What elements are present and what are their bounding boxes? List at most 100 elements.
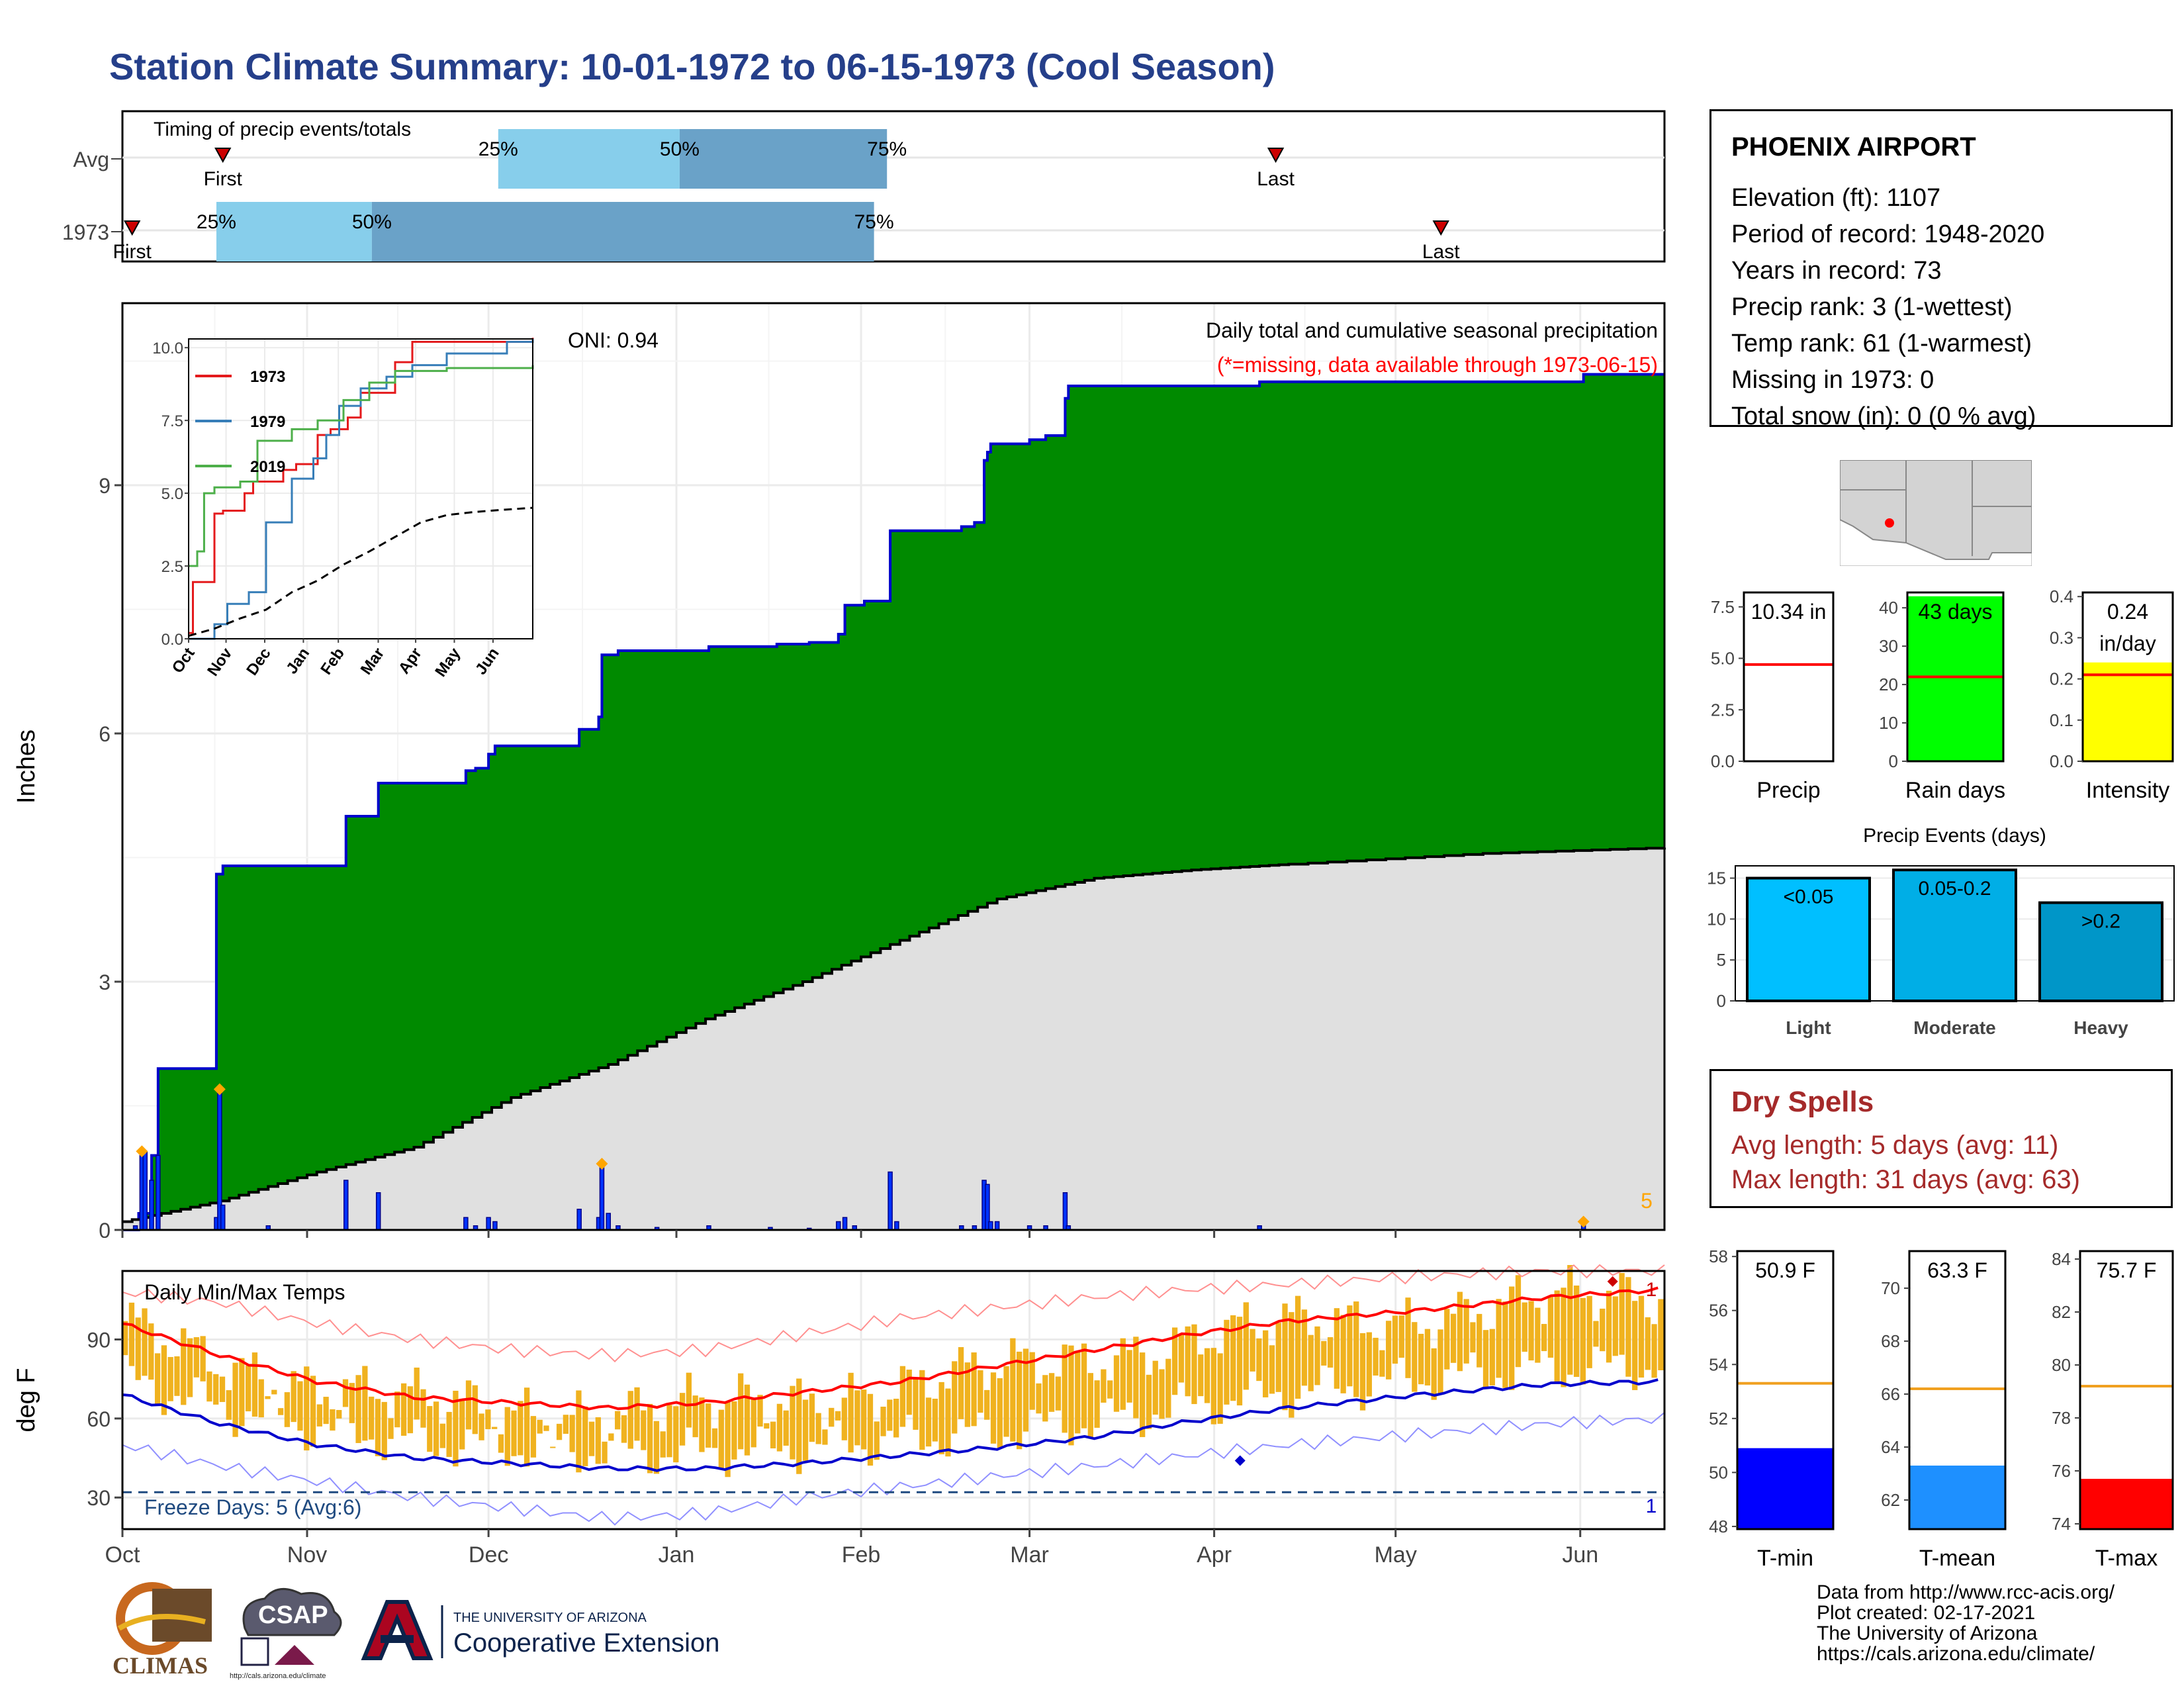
temp-y-tick-label: 60	[87, 1407, 111, 1431]
station-elevation: Elevation (ft): 1107	[1731, 184, 1941, 212]
daily-temp-bar	[738, 1373, 744, 1450]
daily-temp-bar	[498, 1434, 504, 1453]
rain-days-y-tick-label: 0	[1889, 751, 1898, 771]
daily-temp-bar	[446, 1411, 452, 1457]
daily-precip-bar	[375, 1192, 381, 1231]
daily-temp-bar	[1424, 1329, 1431, 1385]
record-low-marker	[1234, 1455, 1246, 1466]
daily-temp-bar	[1412, 1322, 1418, 1392]
cumulative-1973-line	[122, 373, 1664, 1231]
temp-x-tick-label: Apr	[1197, 1542, 1232, 1568]
station-temp-rank: Temp rank: 61 (1-warmest)	[1731, 330, 2032, 357]
daily-temp-bar	[530, 1416, 537, 1458]
daily-temp-bar	[369, 1396, 375, 1440]
daily-temp-bar	[414, 1367, 420, 1420]
daily-temp-bar	[1625, 1277, 1631, 1377]
daily-temp-bar	[1606, 1290, 1612, 1363]
daily-temp-bar	[291, 1371, 296, 1423]
daily-temp-bar	[1314, 1326, 1320, 1385]
daily-temp-bar	[1547, 1297, 1554, 1358]
intensity-y-tick-label: 0.2	[2050, 669, 2073, 689]
daily-temp-bar	[1185, 1326, 1191, 1397]
tmax-y-tick-label: 80	[2052, 1355, 2071, 1375]
daily-temp-bar	[711, 1428, 718, 1448]
inset-series-line-avg	[188, 506, 533, 637]
daily-temp-bar	[829, 1407, 835, 1427]
daily-temp-bar	[1470, 1322, 1476, 1353]
daily-temp-bar	[543, 1425, 549, 1431]
daily-temp-bar	[1010, 1338, 1016, 1442]
tmax-frame	[2079, 1250, 2174, 1530]
daily-temp-bar	[699, 1397, 705, 1452]
daily-temp-bar	[945, 1388, 951, 1457]
daily-temp-bar	[582, 1406, 588, 1466]
daily-temp-bar	[770, 1421, 776, 1449]
timing-panel-label: Timing of precip events/totals	[154, 118, 411, 140]
station-precip-rank: Precip rank: 3 (1-wettest)	[1731, 293, 2013, 321]
timing-last-marker	[1432, 220, 1449, 236]
daily-temp-bar	[1263, 1330, 1269, 1397]
daily-temp-bar	[122, 1321, 128, 1356]
tmin-frame	[1736, 1250, 1835, 1530]
daily-temp-bar	[1243, 1302, 1249, 1390]
footer-university: The University of Arizona	[1817, 1622, 2038, 1644]
daily-precip-marker	[136, 1145, 148, 1158]
climas-logo: CLIMAS	[113, 1582, 212, 1679]
main-y-axis-label: Inches	[13, 729, 40, 804]
daily-temp-bar	[271, 1389, 277, 1395]
daily-temp-bar	[1295, 1295, 1301, 1399]
tmean-y-tick-label: 62	[1881, 1490, 1900, 1510]
daily-temp-bar	[984, 1389, 990, 1420]
daily-temp-bar	[802, 1399, 809, 1461]
daily-temp-bar	[1210, 1348, 1216, 1425]
daily-temp-bar	[1230, 1315, 1236, 1401]
daily-temp-bar	[757, 1395, 763, 1427]
daily-temp-bar	[880, 1407, 886, 1436]
daily-precip-bar	[599, 1163, 605, 1231]
tmean-value-label: 63.3 F	[1927, 1258, 1987, 1282]
main-y-tick-label: 9	[99, 474, 111, 498]
daily-temp-bar	[1094, 1380, 1100, 1428]
daily-precip-bar	[994, 1221, 1000, 1231]
daily-temp-bar	[1301, 1309, 1308, 1386]
daily-temp-bar	[978, 1370, 983, 1413]
tmin-y-tick-label: 50	[1709, 1462, 1728, 1482]
daily-temp-bar	[1638, 1295, 1645, 1378]
daily-precip-bar	[836, 1221, 841, 1231]
daily-precip-bar	[887, 1171, 893, 1231]
daily-temps-chart: 30 60 90 Oct Nov Dec Jan Feb Mar Apr May Jun deg F Da…	[13, 1264, 1666, 1568]
timing-chart: Timing of precip events/totals Avg 25% 50% 7…	[62, 110, 1666, 263]
tmean-category-label: T-mean	[1919, 1546, 1995, 1571]
tmin-value-label: 50.9 F	[1755, 1258, 1815, 1282]
daily-temp-bar	[550, 1446, 556, 1448]
daily-temp-bar	[588, 1421, 595, 1456]
daily-temp-bar	[1036, 1383, 1042, 1414]
normal-max-line	[122, 1286, 1659, 1411]
daily-temp-bar	[1658, 1299, 1664, 1371]
temp-count-bottom: 1	[1646, 1495, 1657, 1517]
timing-p75-label: 75%	[854, 211, 894, 233]
daily-temp-bar	[627, 1391, 633, 1449]
locator-map	[1840, 460, 2032, 566]
timing-last-label: Last	[1422, 241, 1460, 263]
daily-temp-bar	[485, 1409, 491, 1430]
temp-x-tick-label: Mar	[1010, 1542, 1049, 1568]
precip-total-frame	[1743, 591, 1835, 763]
daily-temp-bar	[1522, 1302, 1527, 1352]
timing-first-marker	[214, 148, 232, 164]
timing-bar-50-75	[371, 202, 874, 261]
temp-x-tick-label: May	[1375, 1542, 1417, 1568]
daily-temp-bar	[1477, 1313, 1482, 1368]
daily-temp-bar	[958, 1347, 964, 1419]
daily-temp-bar	[537, 1419, 543, 1434]
daily-temp-bar	[854, 1390, 860, 1446]
tmin-y-tick-label: 52	[1709, 1409, 1728, 1429]
inset-legend-label: 1979	[250, 413, 285, 431]
daily-temp-bar	[1612, 1296, 1618, 1356]
inset-series-line-2019	[189, 365, 534, 567]
daily-precip-bar	[988, 1221, 993, 1231]
timing-first-label: First	[113, 241, 152, 263]
temp-x-tick-label: Oct	[105, 1542, 140, 1568]
daily-temp-bar	[569, 1415, 575, 1452]
events-y-tick-label: 0	[1717, 991, 1726, 1011]
